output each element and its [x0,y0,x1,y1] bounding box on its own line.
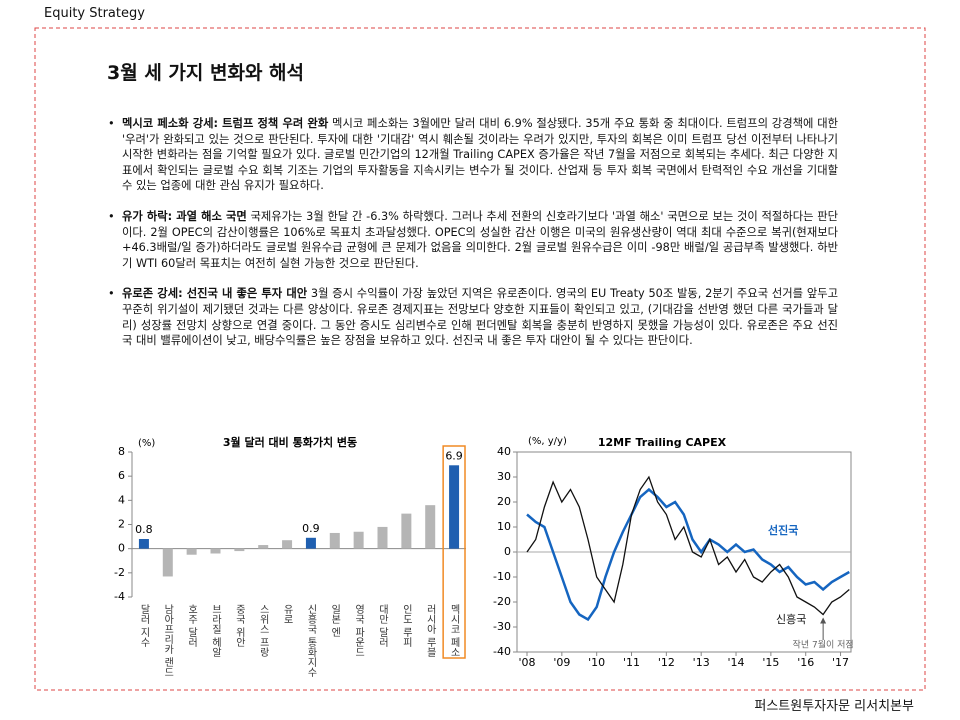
x-tick-label: 중국 위안 [233,604,245,647]
x-tick-label: 스위스 프랑 [257,604,269,657]
y-tick-label: 0 [118,542,125,555]
y-tick-label: 4 [118,493,125,506]
y-tick-label: -2 [114,566,125,579]
bullet-list: 멕시코 페소화 강세: 트럼프 정책 우려 완화 멕시코 페소화는 3월에만 달… [108,116,838,364]
bar [425,505,436,549]
x-tick-label: 브라질 헤알 [210,604,222,657]
bar [234,548,245,552]
x-tick-label: '11 [623,656,640,669]
y-tick-label: 0 [504,545,511,558]
value-label: 0.9 [302,522,320,535]
page-title: 3월 세 가지 변화와 해석 [107,62,304,84]
bar [138,539,149,549]
x-tick-label: 대만 달러 [377,604,389,648]
x-tick-label: 호주 달러 [186,604,198,648]
series-label: 선진국 [768,523,798,537]
series-label: 신흥국 [776,612,806,626]
chart-title: 3월 달러 대비 통화가치 변동 [223,435,357,449]
bullet: 유가 하락: 과열 해소 국면 국제유가는 3월 한달 간 -6.3% 하락했다… [108,209,838,271]
y-tick-label: -4 [114,590,125,603]
bullet-body: 3월 증시 수익률이 가장 높았던 지역은 유로존이다. 영국의 EU Trea… [122,287,838,348]
y-tick-label: -20 [493,595,511,608]
bar [258,545,269,549]
x-tick-label: 러시아 루블 [424,604,436,657]
bar [210,548,221,554]
unit-label: (%, y/y) [528,436,567,447]
frame [34,27,926,691]
x-tick-label: '12 [658,656,675,669]
annotation: 작년 7월이 저점 [793,639,854,651]
x-tick-label: '10 [588,656,605,669]
y-tick-label: 30 [497,470,511,483]
x-tick-label: 신흥국 통화지수 [305,604,317,678]
bar [305,537,316,549]
y-tick-label: -40 [493,645,511,658]
y-tick-label: 2 [118,518,125,531]
bar [353,531,364,549]
x-tick-label: 일본 엔 [329,604,341,637]
bar [329,532,340,549]
x-tick-label: 인도 루피 [400,604,412,648]
footer: 퍼스트원투자자문 리서치본부 [754,699,914,714]
section-label: Equity Strategy [44,6,145,21]
x-tick-label: '15 [762,656,779,669]
value-label: 6.9 [445,449,463,462]
bar [377,526,388,549]
x-tick-label: '09 [553,656,570,669]
unit-label: (%) [138,438,155,449]
series-line [526,475,850,616]
bullet-head: 유로존 강세: 선진국 내 좋은 투자 대안 [122,287,308,301]
x-tick-label: '08 [518,656,535,669]
y-tick-label: -30 [493,620,511,633]
bullet-body: 국제유가는 3월 한달 간 -6.3% 하락했다. 그러나 추세 전환의 신호라… [122,209,839,270]
bar [401,513,412,549]
bar [162,548,173,577]
x-tick-label: 유로 [281,604,293,624]
bar [282,540,293,549]
x-tick-label: 영국 파운드 [353,604,365,657]
value-label: 0.8 [135,523,153,536]
bullet-head: 멕시코 페소화 강세: 트럼프 정책 우려 완화 [122,117,329,130]
bar [449,465,460,549]
x-tick-label: '13 [693,656,710,669]
arrow-head [820,617,827,624]
bullet: 유로존 강세: 선진국 내 좋은 투자 대안 3월 증시 수익률이 가장 높았던… [108,286,838,348]
y-tick-label: 40 [497,445,511,458]
series-line [526,487,850,622]
highlight-box [442,445,466,659]
chart-title: 12MF Trailing CAPEX [598,436,727,449]
y-tick-label: 10 [497,520,511,533]
y-tick-label: 8 [118,445,125,458]
y-tick-label: 20 [497,495,511,508]
bullet: 멕시코 페소화 강세: 트럼프 정책 우려 완화 멕시코 페소화는 3월에만 달… [108,116,838,194]
bar [186,548,197,555]
y-tick-label: -10 [493,570,511,583]
bullet-head: 유가 하락: 과열 해소 국면 [122,209,247,223]
x-tick-label: 멕시코 페소 [448,604,460,657]
x-tick-label: '17 [832,656,849,669]
y-tick-label: 6 [118,469,125,482]
x-tick-label: '14 [728,656,745,669]
x-tick-label: 달러 지수 [138,604,150,648]
bullet-body: 멕시코 페소화는 3월에만 달러 대비 6.9% 절상됐다. 35개 주요 통화… [122,117,838,193]
x-tick-label: 남아프리카 랜드 [162,604,174,677]
x-tick-label: '16 [797,656,814,669]
